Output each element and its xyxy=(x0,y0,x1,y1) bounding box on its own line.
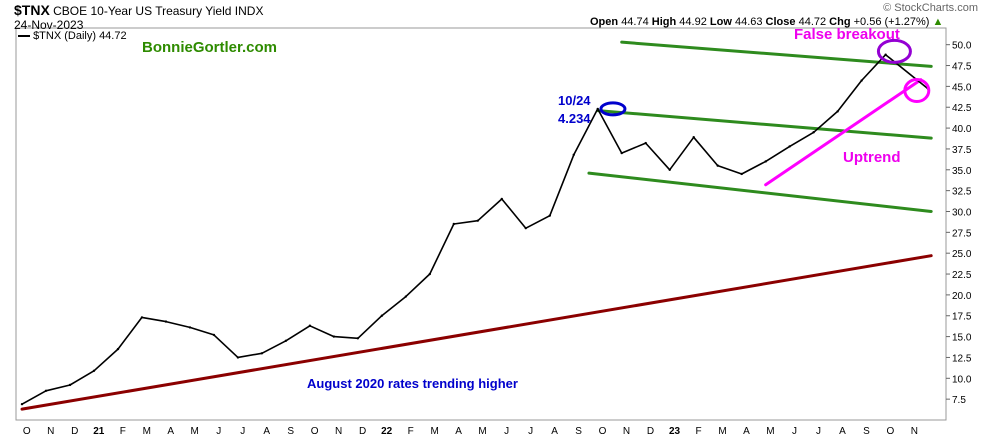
x-tick-label: S xyxy=(863,426,870,437)
x-tick-label: N xyxy=(623,426,630,437)
chg-up-arrow-icon: ▲ xyxy=(932,16,944,28)
low-label: Low xyxy=(709,16,732,28)
peak-value-label: 4.234 xyxy=(558,111,591,126)
chart-date: 24-Nov-2023 xyxy=(14,18,84,32)
x-tick-label: M xyxy=(430,426,438,437)
x-tick-label: J xyxy=(504,426,509,437)
y-tick-label: 35.0 xyxy=(952,166,972,177)
y-tick-label: 10.0 xyxy=(952,374,972,385)
x-tick-label: O xyxy=(599,426,607,437)
long-trend-label: August 2020 rates trending higher xyxy=(307,376,518,391)
x-tick-label: A xyxy=(551,426,558,437)
ohlc-readout: Open 44.74 High 44.92 Low 44.63 Close 44… xyxy=(590,16,943,28)
x-tick-label: M xyxy=(478,426,486,437)
close-label: Close xyxy=(765,16,796,28)
channel-upper-line xyxy=(596,109,933,140)
peak-date-label: 10/24 xyxy=(558,93,591,108)
long-trend-line xyxy=(20,254,933,411)
y-tick-label: 32.5 xyxy=(952,187,972,198)
y-axis: 7.5 10.0 12.5 15.0 17.5 20.0 22.5 25.0 27.5 30.0 3… xyxy=(946,41,972,406)
x-tick-label: J xyxy=(240,426,245,437)
x-tick-label: J xyxy=(816,426,821,437)
y-tick-label: 27.5 xyxy=(952,228,972,239)
x-tick-label: J xyxy=(792,426,797,437)
open-label: Open xyxy=(590,16,619,28)
channel-lower-line xyxy=(587,171,933,213)
x-tick-label: S xyxy=(287,426,294,437)
uptrend-line xyxy=(764,78,923,187)
y-tick-label: 12.5 xyxy=(952,353,972,364)
x-tick-label: M xyxy=(191,426,199,437)
x-tick-label: M xyxy=(766,426,774,437)
x-axis: O N D 21 F M A M J J A S O N D 22 F M A M J J A S O N D 23 F M A M J J A S O… xyxy=(23,426,918,437)
open-value: 44.74 xyxy=(621,16,649,28)
x-tick-label: O xyxy=(887,426,895,437)
x-tick-label: 23 xyxy=(669,426,681,437)
x-tick-label: M xyxy=(143,426,151,437)
y-tick-label: 37.5 xyxy=(952,145,972,156)
x-tick-label: O xyxy=(311,426,319,437)
peak-circle xyxy=(599,101,627,117)
x-tick-label: F xyxy=(408,426,414,437)
low-value: 44.63 xyxy=(734,16,763,28)
y-tick-label: 30.0 xyxy=(952,207,972,218)
breakout-channel-line xyxy=(620,40,933,68)
y-tick-label: 20.0 xyxy=(952,291,972,302)
x-tick-label: D xyxy=(71,426,78,437)
y-tick-label: 40.0 xyxy=(952,124,972,135)
y-tick-label: 17.5 xyxy=(952,312,972,323)
y-tick-label: 25.0 xyxy=(952,249,972,260)
current-price-circle xyxy=(903,78,931,104)
y-tick-label: 42.5 xyxy=(952,103,972,114)
x-tick-label: F xyxy=(695,426,701,437)
legend-label: $TNX (Daily) 44.72 xyxy=(33,30,127,42)
site-label: BonnieGortler.com xyxy=(142,39,277,56)
x-tick-label: D xyxy=(359,426,366,437)
high-label: High xyxy=(651,16,677,28)
false-breakout-circle xyxy=(876,38,912,64)
chg-label: Chg xyxy=(829,16,851,28)
security-name: CBOE 10-Year US Treasury Yield INDX xyxy=(53,4,264,18)
x-tick-label: 22 xyxy=(381,426,393,437)
price-line xyxy=(21,53,929,405)
y-tick-label: 7.5 xyxy=(952,395,966,406)
legend-swatch xyxy=(18,35,30,38)
x-tick-label: O xyxy=(23,426,31,437)
x-tick-label: F xyxy=(120,426,126,437)
x-tick-label: A xyxy=(455,426,462,437)
x-tick-label: M xyxy=(718,426,726,437)
false-breakout-label: False breakout xyxy=(794,26,900,43)
annotation-circles xyxy=(599,38,931,117)
x-tick-label: 21 xyxy=(93,426,105,437)
x-tick-label: N xyxy=(911,426,918,437)
watermark: © StockCharts.com xyxy=(883,2,978,14)
y-tick-label: 22.5 xyxy=(952,270,972,281)
uptrend-label: Uptrend xyxy=(843,149,901,166)
plot-frame xyxy=(15,27,947,421)
chg-value: +0.56 (+1.27%) xyxy=(853,16,930,28)
y-tick-label: 15.0 xyxy=(952,333,972,344)
chart-header: $TNX CBOE 10-Year US Treasury Yield INDX xyxy=(14,2,263,18)
y-tick-label: 45.0 xyxy=(952,82,972,93)
x-tick-label: D xyxy=(647,426,654,437)
y-tick-label: 50.0 xyxy=(952,41,972,52)
x-tick-label: N xyxy=(47,426,54,437)
trend-lines xyxy=(20,40,933,411)
x-tick-label: J xyxy=(528,426,533,437)
x-tick-label: S xyxy=(575,426,582,437)
y-tick-label: 47.5 xyxy=(952,62,972,73)
legend: $TNX (Daily) 44.72 xyxy=(18,30,127,42)
x-tick-label: A xyxy=(167,426,174,437)
x-tick-label: A xyxy=(743,426,750,437)
close-value: 44.72 xyxy=(798,16,827,28)
x-tick-label: A xyxy=(263,426,270,437)
x-tick-label: J xyxy=(216,426,221,437)
x-tick-label: N xyxy=(335,426,342,437)
high-value: 44.92 xyxy=(679,16,707,28)
x-tick-label: A xyxy=(839,426,846,437)
symbol: $TNX xyxy=(14,2,50,18)
